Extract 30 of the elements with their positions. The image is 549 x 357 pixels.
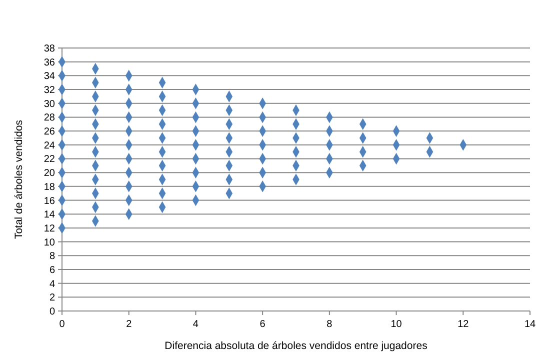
y-tick-label: 36 bbox=[44, 57, 56, 68]
y-tick-label: 30 bbox=[44, 98, 56, 110]
y-tick-label: 10 bbox=[44, 237, 56, 248]
y-tick-label: 22 bbox=[44, 154, 56, 166]
y-tick-label: 20 bbox=[44, 168, 56, 180]
y-tick-label: 34 bbox=[44, 71, 56, 82]
y-axis-title: Total de árboles vendidos bbox=[13, 120, 25, 240]
y-tick-label: 6 bbox=[49, 264, 56, 276]
y-tick-label: 28 bbox=[44, 112, 56, 124]
y-tick-label: 14 bbox=[44, 210, 56, 221]
x-tick-label: 12 bbox=[458, 319, 470, 330]
y-tick-label: 26 bbox=[44, 126, 56, 138]
x-tick-label: 4 bbox=[192, 319, 199, 330]
y-tick-label: 38 bbox=[44, 44, 56, 54]
y-tick-label: 12 bbox=[44, 223, 56, 234]
y-tick-label: 18 bbox=[44, 182, 56, 193]
y-tick-label: 16 bbox=[44, 196, 56, 207]
y-tick-label: 32 bbox=[44, 85, 56, 96]
y-tick-label: 0 bbox=[49, 306, 56, 318]
y-tick-label: 8 bbox=[49, 251, 56, 262]
x-tick-label: 14 bbox=[524, 319, 536, 330]
x-tick-label: 6 bbox=[260, 319, 266, 330]
y-tick-label: 2 bbox=[49, 292, 56, 304]
x-tick-label: 8 bbox=[326, 319, 333, 330]
x-tick-label: 0 bbox=[59, 319, 66, 330]
y-tick-label: 24 bbox=[44, 140, 56, 152]
x-tick-label: 2 bbox=[126, 319, 132, 330]
x-tick-label: 10 bbox=[390, 319, 402, 330]
x-axis-title: Diferencia absoluta de árboles vendidos entre jugadores bbox=[164, 340, 428, 352]
y-tick-label: 4 bbox=[49, 278, 56, 290]
